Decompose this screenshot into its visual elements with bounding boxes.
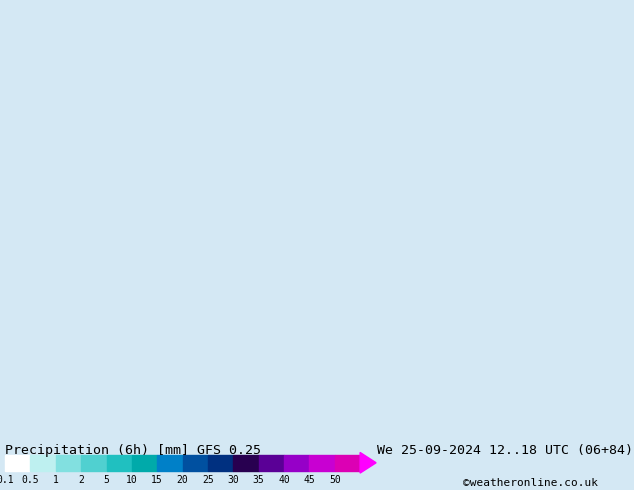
Text: 35: 35 — [253, 474, 264, 485]
Bar — [183, 455, 208, 471]
Bar — [259, 455, 284, 471]
Text: 10: 10 — [126, 474, 138, 485]
Text: 20: 20 — [177, 474, 188, 485]
Text: 5: 5 — [103, 474, 110, 485]
Bar — [107, 455, 132, 471]
Text: 45: 45 — [304, 474, 315, 485]
Bar — [132, 455, 157, 471]
Text: 25: 25 — [202, 474, 214, 485]
Text: 40: 40 — [278, 474, 290, 485]
Bar — [335, 455, 360, 471]
Bar — [30, 455, 56, 471]
Bar — [157, 455, 183, 471]
Text: 0.1: 0.1 — [0, 474, 14, 485]
Bar — [309, 455, 335, 471]
Bar — [5, 455, 30, 471]
FancyArrow shape — [360, 452, 376, 473]
Text: 50: 50 — [329, 474, 340, 485]
Bar — [284, 455, 309, 471]
Bar — [208, 455, 233, 471]
Bar — [81, 455, 107, 471]
Bar — [233, 455, 259, 471]
Bar — [56, 455, 81, 471]
Text: Precipitation (6h) [mm] GFS 0.25: Precipitation (6h) [mm] GFS 0.25 — [5, 444, 261, 457]
Text: We 25-09-2024 12..18 UTC (06+84): We 25-09-2024 12..18 UTC (06+84) — [377, 444, 633, 457]
Text: 30: 30 — [228, 474, 239, 485]
Text: 15: 15 — [152, 474, 163, 485]
Text: 2: 2 — [78, 474, 84, 485]
Text: 0.5: 0.5 — [22, 474, 39, 485]
Text: 1: 1 — [53, 474, 59, 485]
Text: ©weatheronline.co.uk: ©weatheronline.co.uk — [463, 477, 598, 488]
